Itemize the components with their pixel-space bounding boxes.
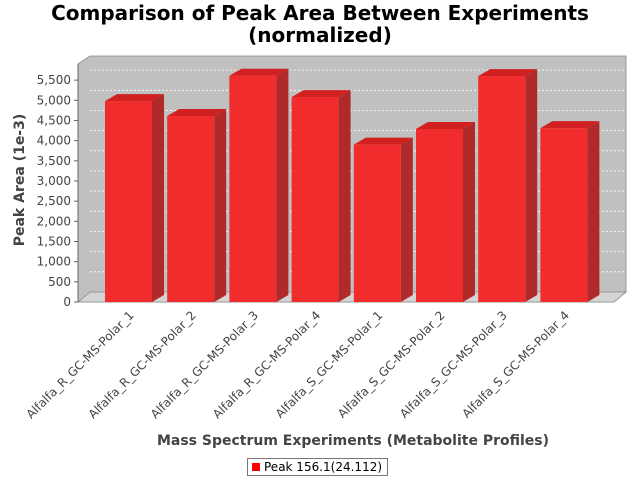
y-tick-label: 3,500 xyxy=(37,154,71,168)
bar xyxy=(167,109,227,302)
bar-front xyxy=(353,144,401,302)
bar-side xyxy=(152,94,164,302)
y-axis: 0 500 1,000 1,500 2,000 2,500 3,000 3,500 4,000 4… xyxy=(37,64,79,309)
bar-side xyxy=(525,69,538,303)
bar-side xyxy=(338,90,351,302)
x-tick-label: Alfalfa_R_GC-MS-Polar_4 xyxy=(210,308,323,421)
bar-side xyxy=(400,137,413,302)
legend: Peak 156.1(24.112) xyxy=(247,458,389,476)
bars xyxy=(105,68,600,303)
bar xyxy=(478,69,538,303)
x-tick-label: Alfalfa_R_GC-MS-Polar_2 xyxy=(86,308,199,421)
y-tick-label: 4,500 xyxy=(37,113,71,127)
y-tick-label: 2,000 xyxy=(37,214,71,228)
x-axis-label: Mass Spectrum Experiments (Metabolite Pr… xyxy=(157,433,549,449)
bar-front xyxy=(105,101,152,302)
bar xyxy=(291,90,351,302)
y-tick-label: 1,500 xyxy=(37,234,71,248)
x-tick-label: Alfalfa_S_GC-MS-Polar_4 xyxy=(459,308,572,421)
bar-side xyxy=(587,121,600,303)
bar xyxy=(105,94,164,302)
bar-front xyxy=(478,76,526,303)
bar xyxy=(229,68,289,302)
bar-top xyxy=(105,94,164,102)
y-tick-label: 4,000 xyxy=(37,134,71,148)
x-tick-label: Alfalfa_S_GC-MS-Polar_2 xyxy=(335,308,448,421)
y-tick-label: 5,000 xyxy=(37,93,71,107)
bar-front xyxy=(291,97,339,302)
bar xyxy=(353,137,413,302)
y-tick-label: 0 xyxy=(63,295,71,309)
bar xyxy=(416,121,475,302)
bar-front xyxy=(416,128,463,302)
bar-top xyxy=(229,68,289,76)
y-tick-label: 2,500 xyxy=(37,194,71,208)
x-tick-label: Alfalfa_S_GC-MS-Polar_1 xyxy=(273,308,386,421)
y-tick-label: 500 xyxy=(48,275,71,289)
x-tick-label: Alfalfa_S_GC-MS-Polar_3 xyxy=(397,308,510,421)
bar-side xyxy=(276,68,289,302)
x-tick-label: Alfalfa_R_GC-MS-Polar_1 xyxy=(23,308,136,421)
bar-top xyxy=(540,121,600,129)
y-tick-label: 1,000 xyxy=(37,255,71,269)
x-tick-label: Alfalfa_R_GC-MS-Polar_3 xyxy=(148,308,261,421)
bar-front xyxy=(540,128,588,302)
legend-swatch xyxy=(252,463,260,471)
bar-top xyxy=(416,121,475,129)
y-axis-label: Peak Area (1e-3) xyxy=(12,114,28,247)
bar xyxy=(540,121,600,303)
y-tick-label: 5,500 xyxy=(37,73,71,87)
x-axis: Alfalfa_R_GC-MS-Polar_1Alfalfa_R_GC-MS-P… xyxy=(23,308,572,421)
bar-top xyxy=(291,90,351,98)
legend-label: Peak 156.1(24.112) xyxy=(264,460,383,474)
bar-side xyxy=(463,121,475,302)
bar-side xyxy=(214,109,227,302)
bar-top xyxy=(167,109,227,117)
bar-front xyxy=(229,75,277,302)
bar-front xyxy=(167,116,215,302)
bar-top xyxy=(478,69,538,77)
y-tick-label: 3,000 xyxy=(37,174,71,188)
chart-title: Comparison of Peak Area Between Experime… xyxy=(51,1,589,47)
bar-top xyxy=(353,137,413,145)
